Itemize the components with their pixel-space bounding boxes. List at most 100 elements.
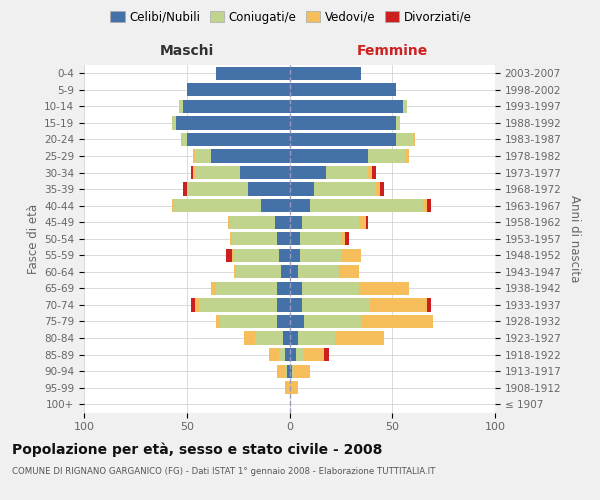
Bar (290, 199, 310, 212)
Bar (287, 364, 290, 378)
Bar (413, 133, 415, 146)
Bar (290, 166, 326, 179)
Bar (290, 348, 296, 361)
Bar (302, 298, 370, 312)
Bar (345, 232, 349, 245)
Bar (290, 150, 368, 162)
Bar (290, 298, 302, 312)
Bar (228, 216, 230, 229)
Bar (359, 216, 365, 229)
Bar (193, 166, 195, 179)
Bar (277, 364, 286, 378)
Bar (172, 116, 176, 130)
Bar (290, 116, 397, 130)
Y-axis label: Fasce di età: Fasce di età (27, 204, 40, 274)
Bar (290, 232, 300, 245)
Bar (181, 133, 187, 146)
Bar (195, 150, 211, 162)
Bar (277, 298, 290, 312)
Bar (341, 232, 345, 245)
Bar (277, 315, 290, 328)
Bar (244, 332, 254, 344)
Bar (182, 182, 187, 196)
Bar (254, 332, 283, 344)
Bar (279, 248, 290, 262)
Bar (172, 199, 175, 212)
Bar (290, 216, 302, 229)
Bar (290, 83, 397, 96)
Bar (215, 315, 220, 328)
Bar (187, 182, 248, 196)
Bar (372, 166, 376, 179)
Bar (293, 364, 310, 378)
Bar (215, 282, 277, 295)
Bar (230, 232, 232, 245)
Bar (365, 216, 368, 229)
Bar (427, 199, 431, 212)
Bar (427, 298, 431, 312)
Bar (281, 265, 290, 278)
Bar (179, 100, 182, 113)
Bar (403, 100, 407, 113)
Bar (335, 332, 384, 344)
Bar (304, 315, 361, 328)
Bar (286, 381, 290, 394)
Bar (240, 166, 290, 179)
Bar (226, 248, 232, 262)
Y-axis label: Anni di nascita: Anni di nascita (568, 195, 581, 282)
Bar (380, 182, 384, 196)
Bar (361, 315, 433, 328)
Bar (304, 348, 325, 361)
Bar (277, 282, 290, 295)
Bar (397, 133, 413, 146)
Text: Femmine: Femmine (356, 44, 428, 58)
Bar (283, 332, 290, 344)
Bar (325, 348, 329, 361)
Bar (290, 265, 298, 278)
Bar (290, 100, 403, 113)
Bar (187, 83, 290, 96)
Bar (423, 199, 427, 212)
Bar (176, 116, 290, 130)
Bar (302, 216, 359, 229)
Bar (193, 150, 195, 162)
Bar (215, 66, 290, 80)
Bar (341, 248, 361, 262)
Bar (339, 265, 359, 278)
Bar (368, 150, 404, 162)
Bar (195, 298, 199, 312)
Text: COMUNE DI RIGNANO GARGANICO (FG) - Dati ISTAT 1° gennaio 2008 - Elaborazione TUT: COMUNE DI RIGNANO GARGANICO (FG) - Dati … (12, 468, 436, 476)
Bar (290, 182, 314, 196)
Bar (290, 381, 298, 394)
Bar (199, 298, 277, 312)
Bar (232, 248, 234, 262)
Bar (292, 364, 293, 378)
Bar (275, 216, 290, 229)
Bar (326, 166, 368, 179)
Bar (248, 182, 290, 196)
Bar (236, 265, 281, 278)
Bar (269, 348, 279, 361)
Bar (397, 116, 400, 130)
Bar (261, 199, 290, 212)
Bar (368, 166, 372, 179)
Bar (300, 248, 341, 262)
Bar (232, 232, 277, 245)
Bar (290, 315, 304, 328)
Bar (404, 150, 409, 162)
Bar (290, 332, 298, 344)
Bar (302, 282, 359, 295)
Bar (220, 315, 277, 328)
Bar (290, 248, 300, 262)
Bar (286, 348, 290, 361)
Bar (290, 66, 361, 80)
Bar (370, 298, 427, 312)
Bar (290, 282, 302, 295)
Bar (298, 332, 335, 344)
Bar (187, 133, 290, 146)
Bar (298, 265, 339, 278)
Text: Popolazione per età, sesso e stato civile - 2008: Popolazione per età, sesso e stato civil… (12, 442, 382, 457)
Bar (314, 182, 376, 196)
Bar (234, 265, 236, 278)
Bar (286, 364, 287, 378)
